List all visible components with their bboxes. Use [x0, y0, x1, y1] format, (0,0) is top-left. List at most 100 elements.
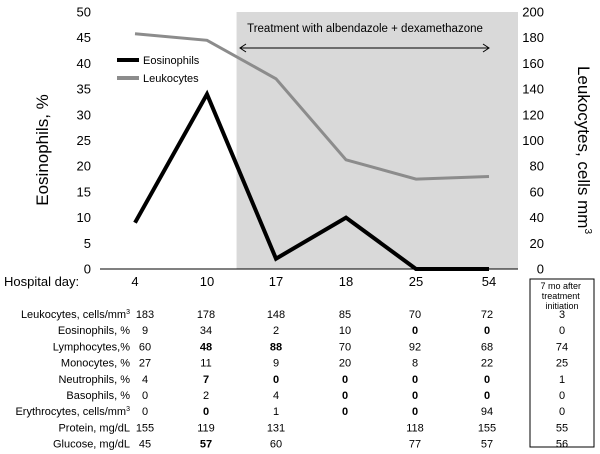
table-cell-8-1: 57 [200, 439, 212, 451]
table-cell-6-0: 0 [142, 406, 148, 418]
table-cell-1-3: 10 [339, 325, 351, 337]
table-cell-3-1: 11 [200, 358, 211, 370]
day-label-3: 18 [339, 274, 353, 289]
table-cell-2-2: 88 [270, 341, 282, 353]
table-cell-0-4: 70 [409, 309, 421, 321]
table-cell-3-4: 8 [412, 358, 418, 370]
table-cell-2-3: 70 [339, 341, 351, 353]
right-tick-0: 0 [537, 262, 544, 277]
table-cell-3-5: 22 [481, 358, 493, 370]
table-cell-5-0: 0 [142, 390, 148, 402]
extra-column-box [529, 278, 595, 448]
table-cell-4-0: 4 [142, 374, 148, 386]
table-extra-cell-5: 0 [559, 390, 565, 402]
table-extra-cell-6: 0 [559, 406, 565, 418]
day-label-1: 10 [200, 274, 214, 289]
table-cell-6-5: 94 [481, 406, 493, 418]
left-tick-1: 5 [84, 236, 91, 251]
treatment-shade [236, 12, 519, 269]
right-tick-2: 40 [530, 210, 544, 225]
legend-leukocytes-label: Leukocytes [143, 73, 199, 85]
table-row-label-5: Basophils, % [66, 390, 130, 402]
table-cell-7-2: 131 [267, 422, 285, 434]
table-extra-cell-7: 55 [556, 422, 568, 434]
table-row-label-6: Erythrocytes, cells/mm3 [15, 406, 130, 418]
right-tick-10: 200 [522, 5, 544, 20]
table-cell-0-5: 72 [481, 309, 493, 321]
left-tick-5: 25 [77, 133, 91, 148]
table-row-label-1: Eosinophils, % [58, 325, 130, 337]
table-cell-6-3: 0 [342, 406, 348, 418]
table-cell-5-2: 4 [273, 390, 279, 402]
left-axis-ticks: 0 5 10 15 20 25 30 35 40 45 50 [77, 5, 91, 277]
table-cell-2-5: 68 [481, 341, 493, 353]
table-cell-4-4: 0 [412, 374, 418, 386]
series-lines [133, 32, 490, 271]
right-tick-7: 140 [522, 82, 544, 97]
table-cell-7-1: 119 [197, 422, 215, 434]
table-cell-1-2: 2 [273, 325, 279, 337]
table-cell-4-3: 0 [342, 374, 348, 386]
left-tick-4: 20 [77, 159, 91, 174]
table-row-label-0: Leukocytes, cells/mm3 [21, 309, 130, 321]
extra-column-label-line-1: 7 mo after [540, 281, 581, 291]
right-tick-6: 120 [522, 107, 544, 122]
left-tick-0: 0 [84, 262, 91, 277]
left-tick-9: 45 [77, 30, 91, 45]
table-cell-3-0: 27 [139, 358, 151, 370]
table-cell-7-0: 155 [136, 422, 154, 434]
table-cell-5-5: 0 [484, 390, 490, 402]
table-extra-cell-4: 1 [559, 374, 565, 386]
x-axis-tick-labels: 4 10 17 18 25 54 [131, 274, 496, 289]
right-tick-1: 20 [530, 236, 544, 251]
table-row-label-2: Lymphocytes,% [53, 341, 130, 353]
series-line-eosinophils [133, 89, 489, 271]
table-cell-0-1: 178 [197, 309, 215, 321]
table-cell-1-0: 9 [142, 325, 148, 337]
table-extra-cell-0: 3 [559, 309, 565, 321]
table-cell-1-4: 0 [412, 325, 418, 337]
table-cell-2-4: 92 [409, 341, 421, 353]
annotation-arrowhead-left [239, 43, 247, 53]
table-cell-8-4: 77 [409, 439, 421, 451]
day-label-2: 17 [269, 274, 283, 289]
right-axis-ticks: 0 20 40 60 80 100 120 140 160 180 200 [522, 5, 544, 277]
legend-eosinophils-label: Eosinophils [143, 55, 200, 67]
table-cell-6-2: 1 [273, 406, 279, 418]
extra-column-label: 7 mo after treatment initiation [540, 281, 583, 311]
table-cell-5-1: 2 [203, 390, 209, 402]
table-cell-0-0: 183 [136, 309, 154, 321]
table-extra-cell-2: 74 [556, 341, 568, 353]
table-cell-0-2: 148 [267, 309, 285, 321]
extra-column-label-line-2: treatment [542, 291, 581, 301]
table-cell-3-3: 20 [339, 358, 351, 370]
right-tick-8: 160 [522, 56, 544, 71]
table-cell-6-4: 0 [412, 406, 418, 418]
table-cell-7-4: 118 [406, 422, 424, 434]
annotation-text: Treatment with albendazole + dexamethazo… [247, 23, 483, 35]
right-tick-3: 60 [530, 184, 544, 199]
extra-column-label-line-3: initiation [545, 301, 578, 311]
left-tick-3: 15 [77, 184, 91, 199]
table-extra-cell-8: 56 [556, 439, 568, 451]
day-label-5: 54 [482, 274, 496, 289]
table-cell-1-5: 0 [484, 325, 490, 337]
left-tick-6: 30 [77, 107, 91, 122]
table-cell-2-1: 48 [200, 341, 212, 353]
table-cell-3-2: 9 [273, 358, 279, 370]
right-tick-5: 100 [522, 133, 544, 148]
table-cell-4-5: 0 [484, 374, 490, 386]
table-extra-cell-3: 25 [556, 358, 568, 370]
table-cell-4-2: 0 [273, 374, 279, 386]
right-axis-label-superscript: 3 [582, 228, 593, 234]
table-cell-1-1: 34 [200, 325, 212, 337]
x-axis-label: Hospital day: [4, 274, 79, 289]
left-tick-7: 35 [77, 82, 91, 97]
table-cell-4-1: 7 [203, 374, 209, 386]
legend: Eosinophils Leukocytes [117, 55, 200, 85]
right-tick-9: 180 [522, 30, 544, 45]
table-cell-2-0: 60 [139, 341, 151, 353]
table-cell-8-2: 60 [270, 439, 282, 451]
series-line-leukocytes [134, 32, 490, 181]
